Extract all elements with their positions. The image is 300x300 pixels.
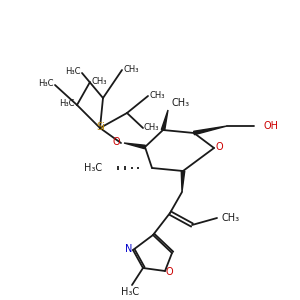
Text: O: O xyxy=(112,137,120,147)
Text: CH₃: CH₃ xyxy=(123,64,139,74)
Text: OH: OH xyxy=(264,121,279,131)
Text: CH₃: CH₃ xyxy=(91,76,106,85)
Text: CH₃: CH₃ xyxy=(149,91,164,100)
Text: Si: Si xyxy=(97,122,105,132)
Text: CH₃: CH₃ xyxy=(144,122,160,131)
Polygon shape xyxy=(181,171,185,192)
Text: CH₃: CH₃ xyxy=(171,98,189,108)
Text: H₃C: H₃C xyxy=(121,287,139,297)
Text: O: O xyxy=(165,267,173,277)
Text: H₃C: H₃C xyxy=(59,100,75,109)
Text: O: O xyxy=(215,142,223,152)
Polygon shape xyxy=(124,143,145,149)
Text: CH₃: CH₃ xyxy=(222,213,240,223)
Text: N: N xyxy=(125,244,133,254)
Polygon shape xyxy=(194,126,227,135)
Text: H₃C: H₃C xyxy=(38,80,54,88)
Text: H₃C: H₃C xyxy=(65,68,81,76)
Polygon shape xyxy=(161,110,168,130)
Text: H₃C: H₃C xyxy=(84,163,102,173)
